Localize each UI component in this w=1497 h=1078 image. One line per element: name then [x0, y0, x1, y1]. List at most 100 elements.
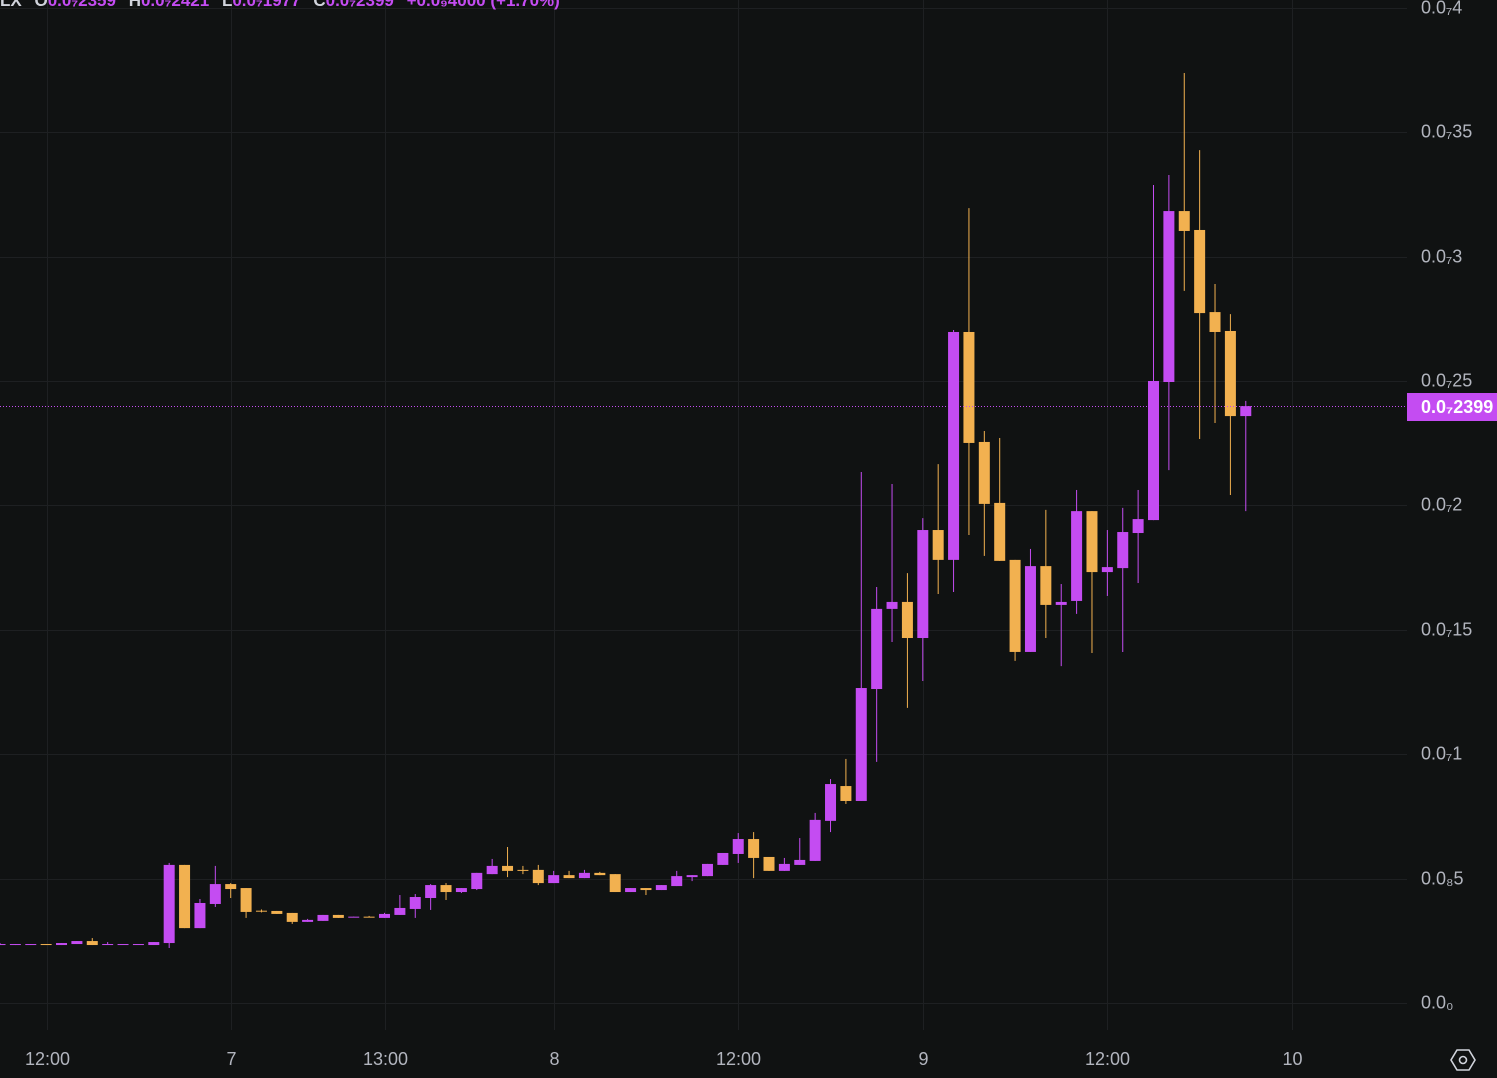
candle-up [886, 484, 898, 642]
candle-body [194, 902, 206, 929]
high-value: 0.0₇2421 [140, 0, 210, 10]
candle-body [409, 897, 421, 909]
candle-up [548, 870, 560, 884]
candle-up [948, 329, 960, 592]
candle-up [56, 943, 68, 946]
candle-down [932, 464, 944, 594]
candle-down [1224, 314, 1236, 495]
candle-down [440, 883, 452, 900]
x-tick-label: 12:00 [1084, 1049, 1131, 1069]
candle-body [379, 913, 390, 918]
candle-up [394, 895, 406, 915]
symbol-label: LX [0, 0, 22, 10]
y-tick-label: 0.0₇2 [1421, 494, 1463, 515]
candle-body [763, 856, 775, 871]
candle-up [655, 885, 667, 891]
candle-body [1148, 381, 1159, 521]
candle-up [455, 888, 467, 894]
candle-up [1101, 530, 1113, 596]
candle-down [901, 573, 913, 708]
candle-up [209, 865, 221, 907]
candle-body [163, 864, 175, 944]
candle-body [1132, 519, 1144, 534]
candle-body [671, 876, 683, 887]
y-tick-label: 0.0₇25 [1421, 370, 1473, 391]
candle-body [901, 601, 913, 639]
candle-body [1009, 559, 1021, 652]
candle-body [1071, 511, 1083, 601]
candle-up [317, 914, 329, 921]
candle-body [609, 874, 621, 893]
candle-body [886, 601, 898, 609]
close-value: 0.0₇2399 [325, 0, 394, 10]
candle-body [1240, 406, 1252, 417]
candle-down [363, 915, 375, 918]
candle-body [286, 912, 298, 922]
candle-up [0, 943, 6, 946]
candle-body [871, 608, 883, 690]
candle-body [548, 875, 560, 884]
candle-up [794, 838, 806, 865]
candle-body [1178, 211, 1190, 231]
candle-down [286, 912, 298, 924]
candle-body [563, 875, 575, 879]
candle-down [502, 847, 514, 878]
candle-up [302, 918, 314, 922]
candle-up [71, 941, 83, 945]
candle-down [1040, 509, 1052, 639]
y-tick-label: 0.0₇1 [1421, 743, 1463, 764]
candle-body [394, 907, 406, 915]
candle-body [932, 530, 944, 560]
candle-up [625, 888, 637, 893]
candle-body [40, 944, 52, 946]
x-tick-label: 7 [226, 1049, 237, 1069]
candle-body [332, 914, 344, 918]
candle-body [594, 872, 606, 876]
x-tick-label: 13:00 [362, 1049, 409, 1069]
candle-down [517, 865, 529, 875]
candle-up [578, 869, 590, 879]
change-value: +0.0₉4000 (+1.70%) [406, 0, 560, 10]
settings-hexagon-icon[interactable] [1450, 1047, 1476, 1073]
candle-up [379, 912, 390, 918]
candle-up [671, 870, 683, 887]
y-tick-label: 0.0₇15 [1421, 619, 1473, 640]
candle-up [1148, 184, 1159, 521]
candle-body [994, 502, 1006, 561]
candle-down [563, 870, 575, 879]
candle-body [794, 859, 806, 865]
candle-body [578, 872, 590, 879]
candle-up [778, 857, 790, 871]
candle-body [363, 916, 375, 918]
low-key: L [221, 0, 233, 10]
candle-body [686, 875, 698, 878]
candle-body [1086, 511, 1098, 573]
candle-body [317, 914, 329, 921]
candle-body [963, 331, 975, 443]
candle-up [471, 872, 483, 891]
candle-up [194, 899, 206, 929]
candle-body [102, 944, 114, 946]
candle-body [255, 910, 267, 912]
candle-down [609, 874, 621, 893]
y-tick-label: 0.0₀ [1421, 992, 1454, 1013]
candle-down [40, 944, 52, 946]
high-key: H [128, 0, 141, 10]
candle-up [163, 862, 175, 949]
candle-body [9, 944, 21, 946]
candle-down [978, 431, 990, 556]
candle-down [640, 888, 652, 896]
candle-body [209, 884, 221, 904]
x-tick-label: 10 [1282, 1049, 1303, 1069]
candle-body [948, 331, 960, 560]
y-tick-label: 0.0₇3 [1421, 246, 1463, 267]
candle-body [56, 943, 68, 946]
candle-body [1055, 601, 1067, 605]
candle-up [917, 518, 929, 682]
candle-down [994, 437, 1006, 561]
candle-up [1071, 489, 1083, 614]
candle-up [1024, 548, 1036, 652]
candle-down [179, 864, 191, 929]
candle-body [471, 872, 483, 890]
